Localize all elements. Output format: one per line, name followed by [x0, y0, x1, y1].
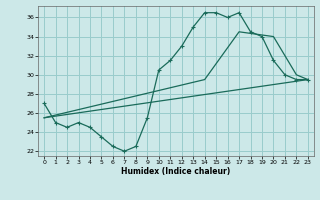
X-axis label: Humidex (Indice chaleur): Humidex (Indice chaleur)	[121, 167, 231, 176]
